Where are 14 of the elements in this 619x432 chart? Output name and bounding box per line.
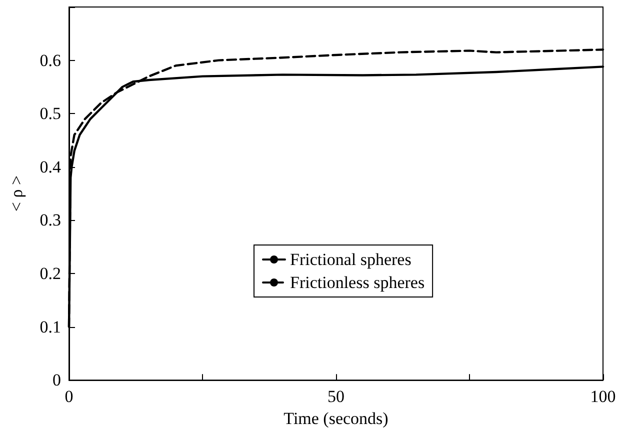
y-tick-label: 0.1: [40, 317, 61, 336]
y-tick-label: 0.6: [40, 50, 61, 70]
x-tick-label: 100: [590, 387, 616, 406]
y-tick-label: 0.3: [40, 210, 61, 230]
x-tick-label: 50: [328, 387, 344, 406]
y-tick-label: 0.2: [40, 264, 61, 283]
y-tick-label: 0: [52, 370, 61, 390]
y-axis-title: < ρ >: [7, 175, 26, 212]
legend-label: Frictionless spheres: [290, 273, 425, 292]
y-tick-label: 0.4: [40, 157, 62, 176]
x-axis-title: Time (seconds): [284, 409, 388, 428]
y-tick-label: 0.5: [40, 104, 61, 124]
legend-label: Frictional spheres: [290, 250, 412, 269]
x-tick-label: 0: [64, 387, 74, 406]
